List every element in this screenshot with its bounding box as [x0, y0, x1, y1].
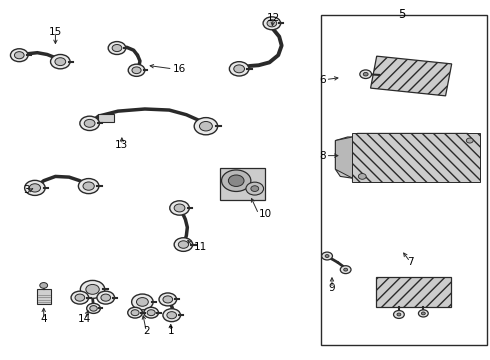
Circle shape	[71, 291, 89, 304]
Circle shape	[178, 241, 189, 248]
Circle shape	[112, 45, 122, 51]
Circle shape	[128, 307, 143, 318]
Circle shape	[360, 70, 371, 78]
Circle shape	[174, 204, 185, 212]
Circle shape	[163, 296, 172, 303]
Circle shape	[101, 294, 111, 301]
Circle shape	[251, 186, 259, 192]
Circle shape	[84, 120, 95, 127]
Text: 5: 5	[398, 8, 405, 21]
Circle shape	[80, 280, 105, 298]
Circle shape	[108, 41, 126, 54]
Text: 14: 14	[78, 314, 91, 324]
Bar	[376, 276, 451, 307]
Circle shape	[340, 266, 351, 274]
Bar	[37, 289, 50, 304]
Circle shape	[97, 291, 115, 304]
Text: 15: 15	[49, 27, 62, 37]
Text: 10: 10	[259, 209, 272, 219]
Bar	[321, 15, 487, 345]
Circle shape	[163, 309, 180, 321]
Circle shape	[50, 54, 70, 69]
Circle shape	[80, 116, 99, 131]
Text: 8: 8	[319, 150, 326, 161]
Circle shape	[131, 310, 139, 316]
Bar	[370, 56, 452, 96]
Circle shape	[144, 307, 159, 318]
Circle shape	[228, 175, 244, 186]
Circle shape	[358, 174, 366, 179]
Bar	[220, 168, 265, 201]
Circle shape	[466, 138, 473, 143]
Bar	[352, 134, 480, 182]
Text: 6: 6	[319, 75, 326, 85]
Circle shape	[234, 65, 245, 73]
Circle shape	[87, 303, 100, 314]
Circle shape	[40, 283, 48, 288]
Circle shape	[199, 121, 212, 131]
Circle shape	[137, 298, 148, 306]
Circle shape	[83, 182, 94, 190]
Circle shape	[363, 72, 368, 76]
Text: 12: 12	[267, 13, 280, 23]
Circle shape	[421, 312, 425, 315]
Circle shape	[55, 58, 66, 66]
Circle shape	[325, 255, 329, 257]
Bar	[98, 114, 114, 122]
Circle shape	[167, 312, 176, 319]
Text: 2: 2	[143, 326, 149, 336]
Text: 4: 4	[40, 314, 47, 324]
Circle shape	[221, 170, 251, 192]
Circle shape	[267, 20, 277, 27]
Text: 1: 1	[168, 326, 174, 336]
Polygon shape	[335, 137, 352, 178]
Circle shape	[86, 284, 99, 294]
Circle shape	[14, 51, 24, 59]
Circle shape	[170, 201, 189, 215]
Text: 7: 7	[407, 257, 414, 267]
Text: 13: 13	[115, 140, 128, 150]
Text: 3: 3	[24, 185, 30, 195]
Circle shape	[78, 179, 99, 194]
Circle shape	[194, 118, 218, 135]
Circle shape	[343, 268, 347, 271]
Circle shape	[397, 313, 401, 316]
Circle shape	[246, 182, 264, 195]
Circle shape	[132, 67, 141, 73]
Circle shape	[174, 238, 193, 251]
Circle shape	[24, 180, 45, 195]
Circle shape	[29, 184, 41, 192]
Circle shape	[159, 293, 176, 306]
Text: 9: 9	[329, 283, 335, 293]
Circle shape	[90, 306, 98, 311]
Text: 16: 16	[172, 64, 186, 74]
Circle shape	[132, 294, 153, 310]
Circle shape	[229, 62, 249, 76]
Circle shape	[147, 310, 155, 316]
Circle shape	[263, 17, 281, 30]
Text: 11: 11	[194, 242, 207, 252]
Circle shape	[10, 49, 28, 62]
Circle shape	[418, 310, 428, 317]
Polygon shape	[335, 134, 480, 182]
Circle shape	[322, 252, 332, 260]
Circle shape	[75, 294, 85, 301]
Circle shape	[128, 64, 145, 76]
Circle shape	[393, 311, 404, 319]
